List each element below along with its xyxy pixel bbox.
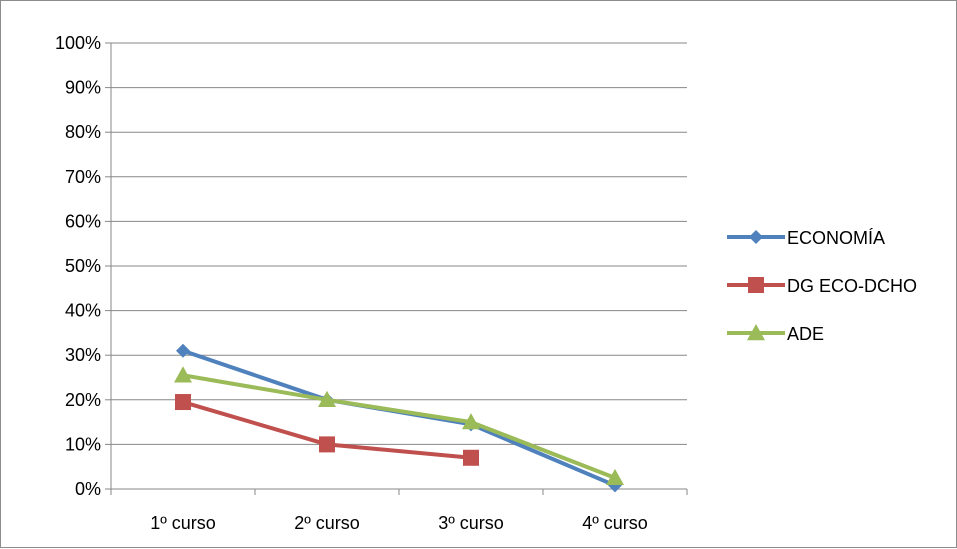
y-tick-label: 90% [65,78,101,98]
series-lines [174,343,624,493]
gridlines [111,42,687,445]
y-tick-label: 50% [65,256,101,276]
legend-marker [749,230,763,244]
legend-label: DG ECO-DCHO [787,276,917,296]
legend: ECONOMÍA DG ECO-DCHO ADE [727,228,917,344]
data-point [319,436,335,453]
y-tick-label: 60% [65,211,101,231]
x-tick-label: 1º curso [150,513,216,533]
y-tick-label: 30% [65,345,101,365]
data-point [318,390,336,407]
y-tick-label: 70% [65,167,101,187]
y-tick-label: 20% [65,390,101,410]
series-line [181,373,617,480]
legend-marker [747,324,765,341]
y-tick-label: 10% [65,434,101,454]
data-point [462,413,480,430]
x-tick-label: 2º curso [294,513,360,533]
data-point [174,366,192,383]
legend-entry: DG ECO-DCHO [727,276,917,296]
x-tick-label: 4º curso [582,513,648,533]
legend-entry: ECONOMÍA [727,228,885,248]
legend-entry: ADE [727,324,824,344]
legend-label: ADE [787,324,824,344]
data-point [606,468,624,486]
y-tick-label: 100% [55,33,101,53]
data-point [175,394,191,411]
series-1 [175,394,479,466]
y-tick-label: 0% [75,479,101,499]
data-point [176,343,190,358]
legend-label: ECONOMÍA [787,228,885,248]
axes: 0% 10% 20% 30% 40% 50% 60% 70% 80% 90% 100% 1º curs… [55,33,688,533]
series-2 [174,366,624,486]
series-line [181,348,617,488]
data-point [463,449,479,466]
y-tick-label: 80% [65,122,101,142]
legend-marker [748,277,764,293]
x-tick-label: 3º curso [438,513,504,533]
y-tick-label: 40% [65,301,101,321]
